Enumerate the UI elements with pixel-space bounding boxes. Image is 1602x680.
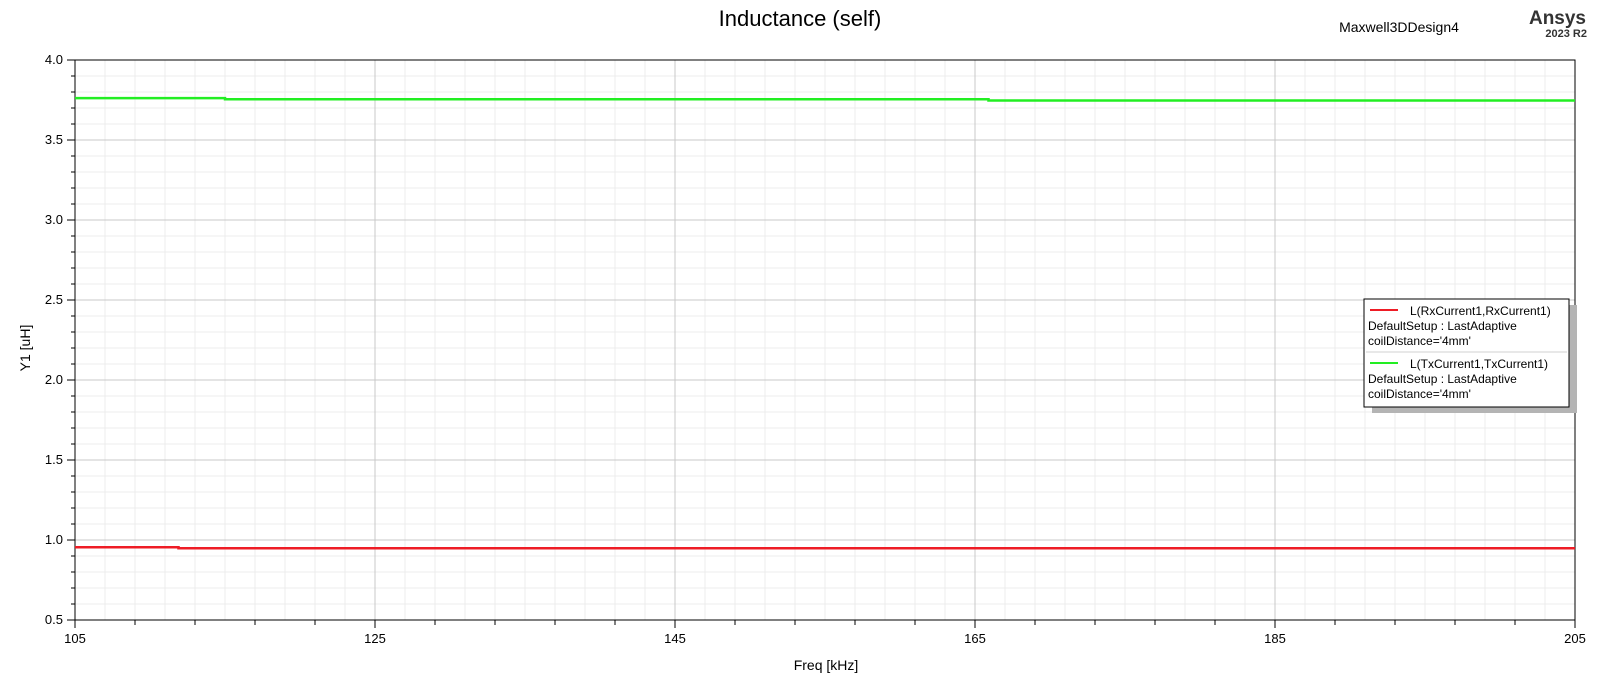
y-tick-label: 3.0 bbox=[45, 212, 63, 227]
series-line-1[interactable] bbox=[75, 96, 1575, 102]
y-tick-label: 4.0 bbox=[45, 52, 63, 67]
legend[interactable]: L(RxCurrent1,RxCurrent1) DefaultSetup : … bbox=[1363, 298, 1577, 413]
legend-series-name: L(TxCurrent1,TxCurrent1) bbox=[1410, 357, 1548, 371]
series-lines bbox=[75, 96, 1575, 550]
grid bbox=[75, 60, 1575, 620]
brand-logo: Ansys bbox=[1529, 8, 1586, 29]
design-name: Maxwell3DDesign4 bbox=[1339, 19, 1459, 35]
y-tick-label: 3.5 bbox=[45, 132, 63, 147]
x-tick-label: 185 bbox=[1264, 631, 1286, 646]
x-tick-label: 205 bbox=[1564, 631, 1586, 646]
y-tick-label: 0.5 bbox=[45, 612, 63, 627]
legend-setup: DefaultSetup : LastAdaptive bbox=[1368, 372, 1517, 386]
legend-entry-rx[interactable]: L(RxCurrent1,RxCurrent1) DefaultSetup : … bbox=[1368, 304, 1551, 348]
axes: 0.5 1.0 1.5 2.0 2.5 3.0 3.5 4.0 105 125 145 165 185 2… bbox=[45, 52, 1586, 646]
x-tick-label: 105 bbox=[64, 631, 86, 646]
legend-series-name: L(RxCurrent1,RxCurrent1) bbox=[1410, 304, 1551, 318]
y-tick-label: 1.0 bbox=[45, 532, 63, 547]
series-line-0[interactable] bbox=[75, 545, 1575, 550]
y-tick-label: 2.0 bbox=[45, 372, 63, 387]
x-axis-label: Freq [kHz] bbox=[794, 657, 859, 673]
legend-entry-tx[interactable]: L(TxCurrent1,TxCurrent1) DefaultSetup : … bbox=[1368, 357, 1548, 401]
y-axis-label: Y1 [uH] bbox=[17, 325, 33, 372]
legend-box bbox=[1363, 298, 1570, 408]
legend-variation: coilDistance='4mm' bbox=[1368, 334, 1471, 348]
legend-variation: coilDistance='4mm' bbox=[1368, 387, 1471, 401]
x-tick-label: 125 bbox=[364, 631, 386, 646]
legend-setup: DefaultSetup : LastAdaptive bbox=[1368, 319, 1517, 333]
x-tick-label: 165 bbox=[964, 631, 986, 646]
y-tick-label: 1.5 bbox=[45, 452, 63, 467]
x-tick-label: 145 bbox=[664, 631, 686, 646]
chart-title: Inductance (self) bbox=[719, 6, 882, 31]
y-tick-label: 2.5 bbox=[45, 292, 63, 307]
brand-version: 2023 R2 bbox=[1545, 28, 1587, 40]
